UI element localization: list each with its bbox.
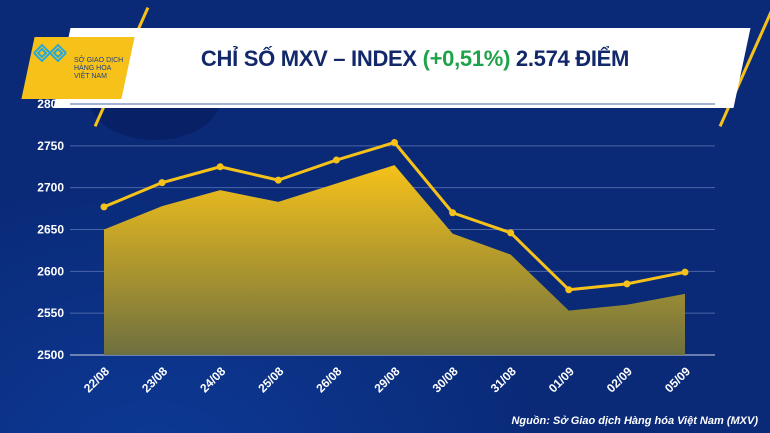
data-point	[565, 286, 573, 294]
x-tick-label: 02/09	[604, 364, 635, 395]
y-tick-label: 2750	[37, 139, 64, 153]
title-prefix: CHỈ SỐ MXV – INDEX	[200, 46, 423, 71]
data-point	[100, 203, 108, 211]
chart-title: CHỈ SỐ MXV – INDEX (+0,51%) 2.574 ĐIỂM	[0, 46, 770, 72]
data-point	[681, 268, 689, 276]
x-tick-label: 31/08	[488, 364, 519, 395]
data-point	[216, 163, 224, 171]
area-series	[104, 165, 685, 355]
x-tick-label: 26/08	[313, 364, 344, 395]
logo-line: HÀNG HÓA	[74, 65, 112, 72]
x-tick-label: 05/09	[662, 364, 693, 395]
logo-icon	[33, 43, 67, 63]
y-tick-label: 2600	[37, 264, 64, 278]
x-tick-label: 01/09	[546, 364, 577, 395]
y-tick-label: 2800	[37, 97, 64, 111]
title-value: 2.574 ĐIỂM	[510, 46, 630, 71]
x-tick-label: 24/08	[197, 364, 228, 395]
y-tick-label: 2500	[37, 348, 64, 362]
data-point	[449, 209, 457, 217]
y-tick-label: 2700	[37, 181, 64, 195]
data-point	[391, 138, 398, 146]
y-tick-label: 2550	[37, 306, 64, 320]
data-point	[274, 176, 282, 184]
logo-line: VIỆT NAM	[74, 73, 107, 80]
logo-text: SỞ GIAO DỊCH HÀNG HÓA VIỆT NAM	[74, 57, 134, 81]
x-tick-label: 23/08	[139, 364, 170, 395]
data-point	[158, 179, 166, 187]
data-point	[623, 280, 631, 288]
data-point	[507, 229, 515, 237]
source-note: Nguồn: Sở Giao dịch Hàng hóa Việt Nam (M…	[511, 415, 758, 427]
x-tick-label: 22/08	[81, 364, 112, 395]
logo-line: SỞ GIAO DỊCH	[74, 57, 124, 64]
x-tick-label: 30/08	[430, 364, 461, 395]
x-tick-label: 25/08	[255, 364, 286, 395]
data-point	[332, 156, 340, 164]
y-tick-label: 2650	[37, 223, 64, 237]
x-tick-label: 29/08	[371, 364, 402, 395]
title-change: (+0,51%)	[422, 46, 511, 71]
